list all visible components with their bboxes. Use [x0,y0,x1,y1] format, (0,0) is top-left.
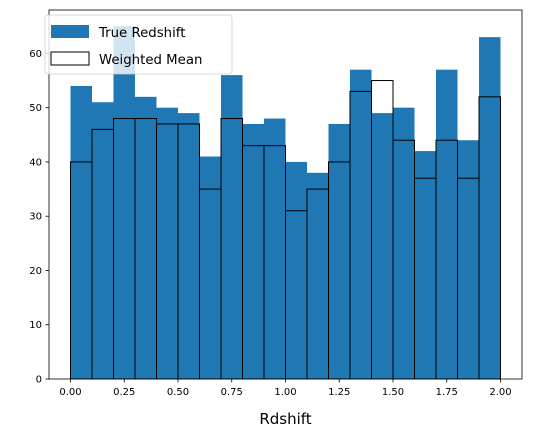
legend-swatch-true-redshift [51,25,89,38]
x-tick-label: 0.00 [59,387,81,398]
true-redshift-bar [479,37,501,379]
x-tick-label: 2.00 [489,387,511,398]
legend: True Redshift Weighted Mean [44,14,233,75]
true-redshift-bar [436,69,458,380]
true-redshift-bar [92,102,114,379]
x-tick-label: 0.50 [167,387,189,398]
legend-frame [44,14,233,75]
y-tick-label: 50 [29,103,42,114]
true-redshift-bar [457,140,479,379]
x-tick-label: 0.75 [221,387,243,398]
true-redshift-bar [393,107,415,380]
true-redshift-bar [350,69,372,380]
x-axis-ticks: 0.00 0.25 0.50 0.75 1.00 1.25 1.50 1.75 2.00 [59,379,512,398]
x-tick-label: 1.75 [436,387,458,398]
true-redshift-bar [178,113,200,380]
y-axis-ticks: 0 10 20 30 40 50 60 [29,49,49,386]
x-tick-label: 0.25 [113,387,135,398]
y-tick-label: 0 [36,375,42,386]
true-redshift-bars [70,26,501,380]
legend-swatch-weighted-mean [50,51,90,66]
y-tick-label: 20 [29,266,42,277]
true-redshift-bar [156,107,178,380]
true-redshift-bar [242,123,264,380]
y-tick-label: 60 [29,49,42,60]
x-tick-label: 1.50 [382,387,404,398]
y-tick-label: 30 [29,212,42,223]
legend-label-weighted-mean: Weighted Mean [99,53,202,68]
legend-label-true-redshift: True Redshift [98,26,185,41]
true-redshift-bar [371,113,393,380]
true-redshift-bar [221,75,243,379]
x-tick-label: 1.25 [328,387,350,398]
true-redshift-bar [135,96,157,379]
true-redshift-bar [414,151,436,379]
x-tick-label: 1.00 [274,387,296,398]
y-tick-label: 40 [29,157,42,168]
true-redshift-bar [307,172,329,379]
true-redshift-bar [113,26,135,379]
y-tick-label: 10 [29,320,42,331]
x-axis-label: Rdshift [259,410,311,428]
true-redshift-bar [328,123,350,380]
true-redshift-bar [264,118,286,379]
true-redshift-bar [70,85,92,380]
true-redshift-bar [199,156,221,379]
true-redshift-bar [285,161,307,379]
